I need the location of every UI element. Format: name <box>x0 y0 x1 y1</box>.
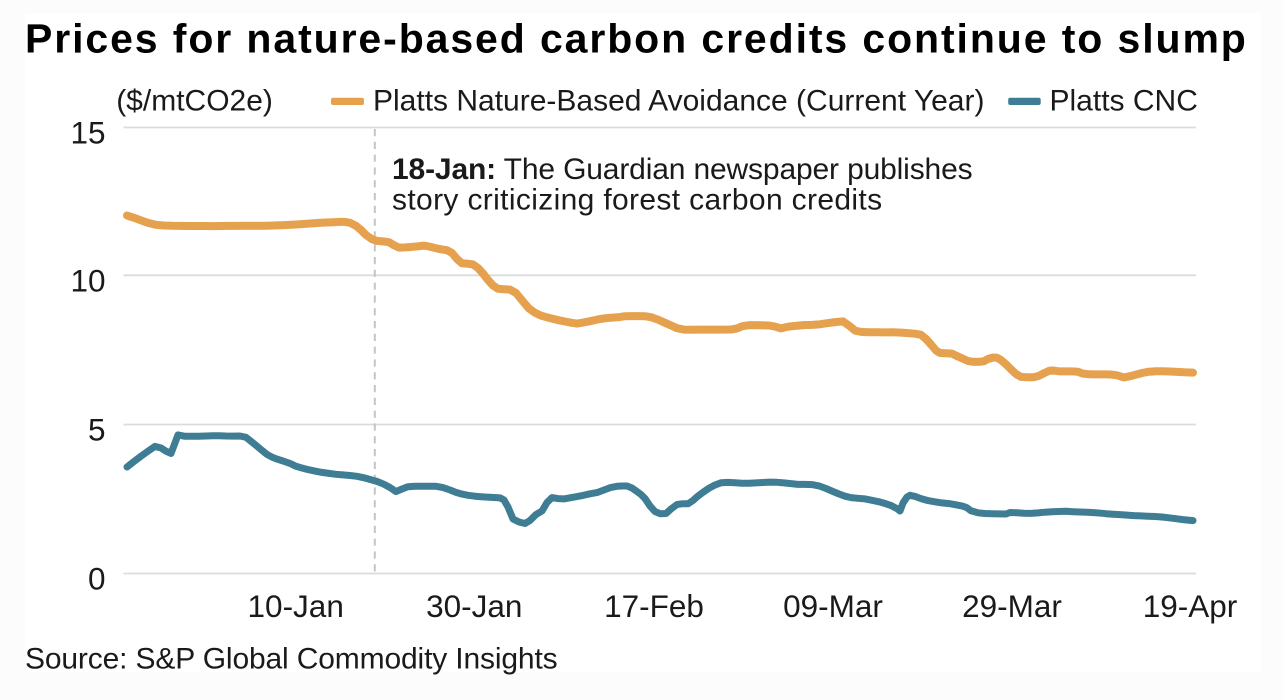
svg-text:19-Apr: 19-Apr <box>1143 588 1238 624</box>
svg-text:story criticizing forest carbo: story criticizing forest carbon credits <box>392 184 882 217</box>
svg-text:Platts Nature-Based Avoidance: Platts Nature-Based Avoidance (Current Y… <box>373 85 984 118</box>
svg-text:30-Jan: 30-Jan <box>426 588 522 624</box>
svg-text:Prices for nature-based carbon: Prices for nature-based carbon credits c… <box>25 16 1248 62</box>
svg-text:Platts CNC: Platts CNC <box>1050 85 1198 118</box>
svg-text:15: 15 <box>70 115 105 151</box>
svg-text:09-Mar: 09-Mar <box>783 588 883 624</box>
svg-text:0: 0 <box>88 561 106 597</box>
svg-text:5: 5 <box>88 412 106 448</box>
svg-text:17-Feb: 17-Feb <box>604 588 704 624</box>
svg-text:Source: S&P Global Commodity I: Source: S&P Global Commodity Insights <box>25 642 557 675</box>
svg-text:10: 10 <box>70 262 105 298</box>
svg-text:($/mtCO2e): ($/mtCO2e) <box>116 85 273 118</box>
svg-text:10-Jan: 10-Jan <box>248 588 344 624</box>
svg-text:29-Mar: 29-Mar <box>962 588 1062 624</box>
svg-text:18-Jan: The Guardian newspaper: 18-Jan: The Guardian newspaper publishes <box>392 153 972 186</box>
